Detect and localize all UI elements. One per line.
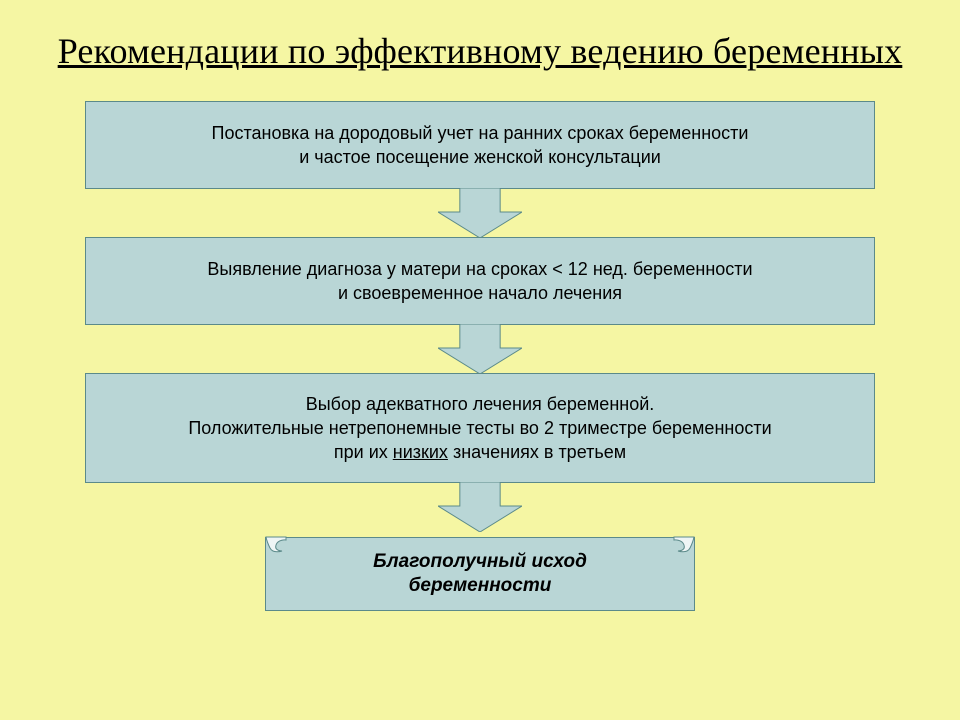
flow-step-3: Выбор адекватного лечения беременной. По…	[85, 373, 875, 483]
flow-step-3-line3-u: низких	[393, 442, 448, 462]
flow-step-3-line3: при их низких значениях в третьем	[334, 440, 626, 464]
arrow-2	[430, 324, 530, 374]
flowchart: Постановка на дородовый учет на ранних с…	[50, 101, 910, 611]
flow-step-1: Постановка на дородовый учет на ранних с…	[85, 101, 875, 189]
flow-step-1-line2: и частое посещение женской консультации	[299, 145, 661, 169]
flow-step-1-line1: Постановка на дородовый учет на ранних с…	[212, 121, 749, 145]
outcome-line2: беременности	[373, 574, 587, 599]
scroll-curl-left-icon	[264, 536, 288, 560]
flow-step-3-line3-pre: при их	[334, 442, 393, 462]
arrow-3	[430, 482, 530, 532]
flow-outcome: Благополучный исход беременности	[265, 537, 695, 611]
outcome-text: Благополучный исход беременности	[373, 550, 587, 599]
scroll-curl-right-icon	[672, 536, 696, 560]
flow-step-3-line3-post: значениях в третьем	[448, 442, 626, 462]
flow-step-2-line2: и своевременное начало лечения	[338, 281, 622, 305]
page-title: Рекомендации по эффективному ведению бер…	[50, 30, 910, 73]
flow-step-2-line1: Выявление диагноза у матери на сроках < …	[207, 257, 752, 281]
flow-step-3-line1: Выбор адекватного лечения беременной.	[306, 392, 655, 416]
outcome-line1: Благополучный исход	[373, 550, 587, 575]
flow-step-3-line2: Положительные нетрепонемные тесты во 2 т…	[188, 416, 771, 440]
flow-step-2: Выявление диагноза у матери на сроках < …	[85, 237, 875, 325]
arrow-1	[430, 188, 530, 238]
slide: Рекомендации по эффективному ведению бер…	[0, 0, 960, 720]
